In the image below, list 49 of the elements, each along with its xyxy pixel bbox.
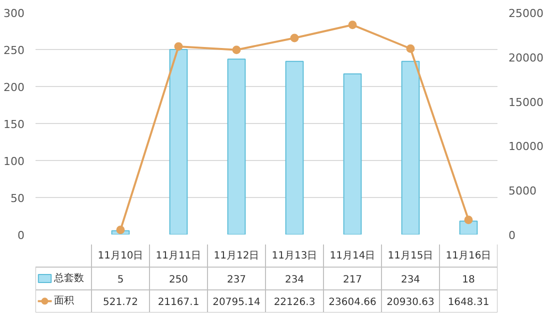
bar (459, 220, 478, 234)
point (116, 226, 125, 234)
point (174, 42, 183, 51)
x-tick-label: 11月11日 (156, 250, 202, 262)
y-tick-label: 100 (4, 155, 25, 168)
x-tick-label: 11月15日 (388, 250, 434, 262)
x-tick-label: 11月10日 (98, 250, 144, 262)
y-tick-label: 50 (10, 192, 25, 205)
y2-tick-label: 10000 (508, 140, 544, 154)
data-label: 250 (168, 274, 188, 286)
x-tick-label: 11月13日 (272, 250, 318, 262)
x-tick-label: 11月14日 (330, 250, 376, 262)
point (464, 216, 473, 224)
data-label: 20930.63 (386, 297, 434, 308)
x-tick-label: 11月12日 (214, 250, 260, 262)
y-tick-label: 200 (4, 81, 25, 94)
data-label: 5 (117, 274, 124, 286)
y2-tick-label: 5000 (508, 184, 536, 198)
data-label: 234 (284, 274, 304, 286)
y-tick-label: 250 (4, 44, 25, 57)
y2-tick-label: 0 (508, 229, 516, 242)
data-label: 20795.14 (212, 297, 260, 308)
bar (343, 73, 362, 234)
y2-tick-label: 25000 (508, 7, 544, 20)
bar (285, 60, 304, 234)
point (290, 34, 299, 42)
y2-tick-label: 15000 (508, 96, 544, 109)
bar (169, 49, 188, 234)
data-label: 1648.31 (448, 297, 490, 308)
legend-label: 面积 (54, 296, 74, 307)
data-label: 23604.66 (328, 297, 376, 308)
data-label: 18 (462, 274, 475, 286)
bar (401, 60, 420, 234)
data-label: 234 (400, 274, 420, 286)
y2-tick-label: 20000 (508, 51, 544, 64)
data-label: 22126.3 (274, 297, 316, 308)
point (232, 46, 241, 54)
legend-label: 总套数 (53, 272, 84, 284)
y-tick-label: 300 (4, 7, 25, 20)
y-tick-label: 0 (18, 229, 24, 242)
point (406, 44, 415, 53)
x-tick-label: 11月16日 (446, 250, 492, 262)
data-label: 237 (226, 274, 246, 286)
data-label: 217 (342, 274, 362, 286)
y-tick-label: 150 (4, 118, 25, 131)
point (348, 20, 357, 30)
data-label: 521.72 (103, 297, 138, 308)
bar (227, 58, 246, 234)
data-label: 21167.1 (158, 297, 200, 308)
